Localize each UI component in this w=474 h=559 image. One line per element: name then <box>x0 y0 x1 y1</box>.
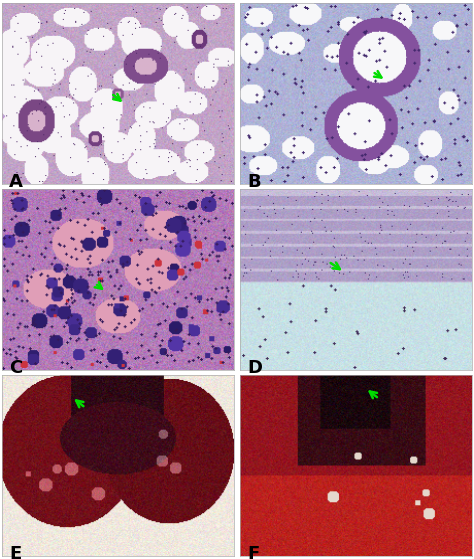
Text: C: C <box>9 359 23 377</box>
Text: E: E <box>9 546 21 559</box>
Text: D: D <box>247 359 263 377</box>
Text: B: B <box>247 173 261 191</box>
Text: A: A <box>9 173 23 191</box>
Text: F: F <box>247 546 260 559</box>
